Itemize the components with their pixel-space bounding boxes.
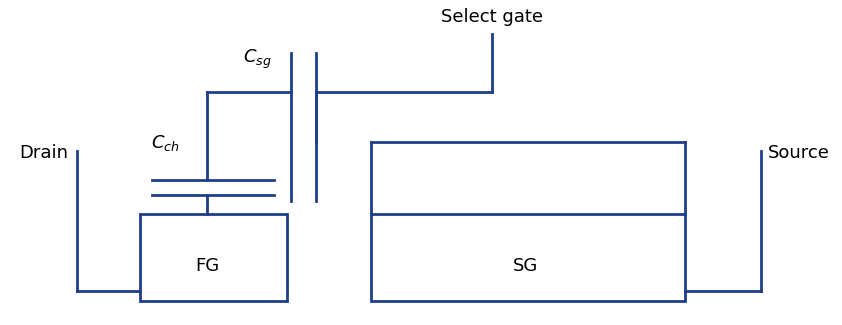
Text: Select gate: Select gate — [441, 8, 543, 27]
Bar — [140, 214, 287, 301]
Text: $C_{sg}$: $C_{sg}$ — [243, 48, 272, 71]
Text: Source: Source — [768, 144, 829, 162]
Text: FG: FG — [195, 257, 219, 275]
Text: Drain: Drain — [19, 144, 68, 162]
Text: $C_{ch}$: $C_{ch}$ — [151, 133, 179, 153]
Text: SG: SG — [514, 257, 539, 275]
Bar — [370, 214, 685, 301]
